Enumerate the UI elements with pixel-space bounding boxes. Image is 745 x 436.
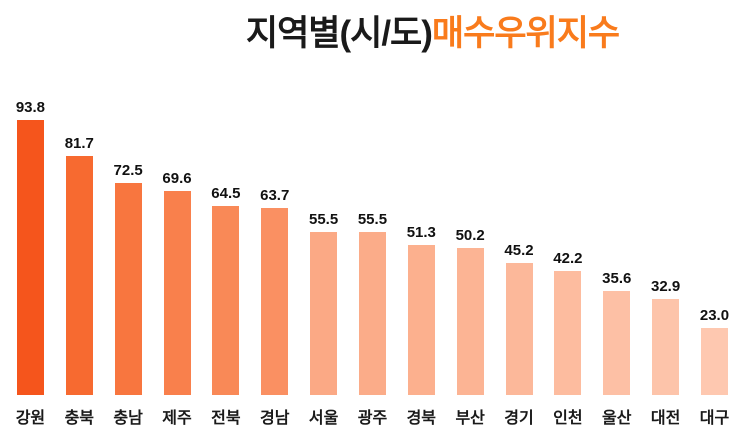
bar-category-label: 울산: [602, 410, 632, 427]
bar-value-label: 69.6: [162, 170, 192, 187]
bar-category-label: 충북: [64, 410, 95, 427]
bar-group: 35.6 울산: [592, 270, 641, 427]
bar: [114, 183, 142, 395]
bar-value-label: 32.9: [651, 278, 681, 295]
bar-value-label: 51.3: [406, 224, 436, 241]
bar-category-label: 광주: [357, 410, 388, 427]
bar: [212, 206, 240, 395]
bar-group: 45.2 경기: [495, 242, 544, 427]
bar-value-label: 55.5: [308, 211, 339, 228]
bar-value-label: 42.2: [553, 250, 583, 267]
bar-group: 93.8 강원: [6, 99, 55, 427]
bar-group: 51.3 경북: [397, 224, 446, 427]
bar: [554, 271, 582, 395]
bar-category-label: 전북: [211, 410, 241, 427]
bar-category-label: 대구: [699, 410, 730, 427]
bar: [16, 120, 44, 395]
bar-chart: 93.8 강원 81.7 충북 72.5 충남 69.6 제주 64.5 전북 63.7 경남 55.5…: [6, 90, 739, 427]
bar-group: 64.5 전북: [201, 185, 250, 427]
title-accent-part: 매수우위지수: [431, 14, 620, 53]
bar-group: 55.5 서울: [299, 211, 348, 427]
bar: [652, 299, 680, 395]
bar: [505, 263, 533, 395]
bar-group: 23.0 대구: [690, 307, 739, 427]
bar-group: 69.6 제주: [153, 170, 202, 427]
bar-group: 81.7 충북: [55, 135, 104, 427]
bar: [603, 291, 631, 395]
bar-value-label: 55.5: [357, 211, 388, 228]
bar-category-label: 서울: [308, 410, 339, 427]
bar-category-label: 충남: [113, 410, 143, 427]
title-dark-part: 지역별(시/도): [245, 14, 433, 53]
bar-category-label: 경남: [260, 410, 290, 427]
bar: [700, 328, 728, 395]
bar-category-label: 부산: [455, 410, 485, 427]
bar-value-label: 64.5: [211, 185, 241, 202]
bar: [261, 208, 289, 395]
bar-value-label: 23.0: [699, 307, 730, 324]
bar-group: 50.2 부산: [446, 227, 495, 427]
bar-value-label: 93.8: [15, 99, 46, 116]
bar: [65, 156, 93, 395]
bar-category-label: 인천: [553, 410, 583, 427]
bar-value-label: 45.2: [504, 242, 534, 259]
bar: [358, 232, 386, 395]
bar-value-label: 81.7: [64, 135, 94, 152]
bar-category-label: 강원: [15, 410, 46, 427]
page-title: 지역별(시/도)매수우위지수: [0, 0, 745, 54]
bar-group: 55.5 광주: [348, 211, 397, 427]
bar-category-label: 대전: [650, 410, 681, 427]
bar-value-label: 35.6: [602, 270, 632, 287]
bar-group: 42.2 인천: [543, 250, 592, 427]
bar-value-label: 63.7: [260, 187, 290, 204]
bar: [310, 232, 338, 395]
bar-category-label: 제주: [162, 410, 192, 427]
bar-value-label: 50.2: [455, 227, 485, 244]
bar-group: 72.5 충남: [104, 162, 153, 427]
bar-category-label: 경기: [504, 410, 534, 427]
bar: [456, 248, 484, 395]
bar: [163, 191, 191, 395]
bar-category-label: 경북: [406, 410, 437, 427]
bar-value-label: 72.5: [113, 162, 143, 179]
bar-group: 32.9 대전: [641, 278, 690, 427]
bar: [407, 245, 435, 395]
bar-group: 63.7 경남: [250, 187, 299, 427]
